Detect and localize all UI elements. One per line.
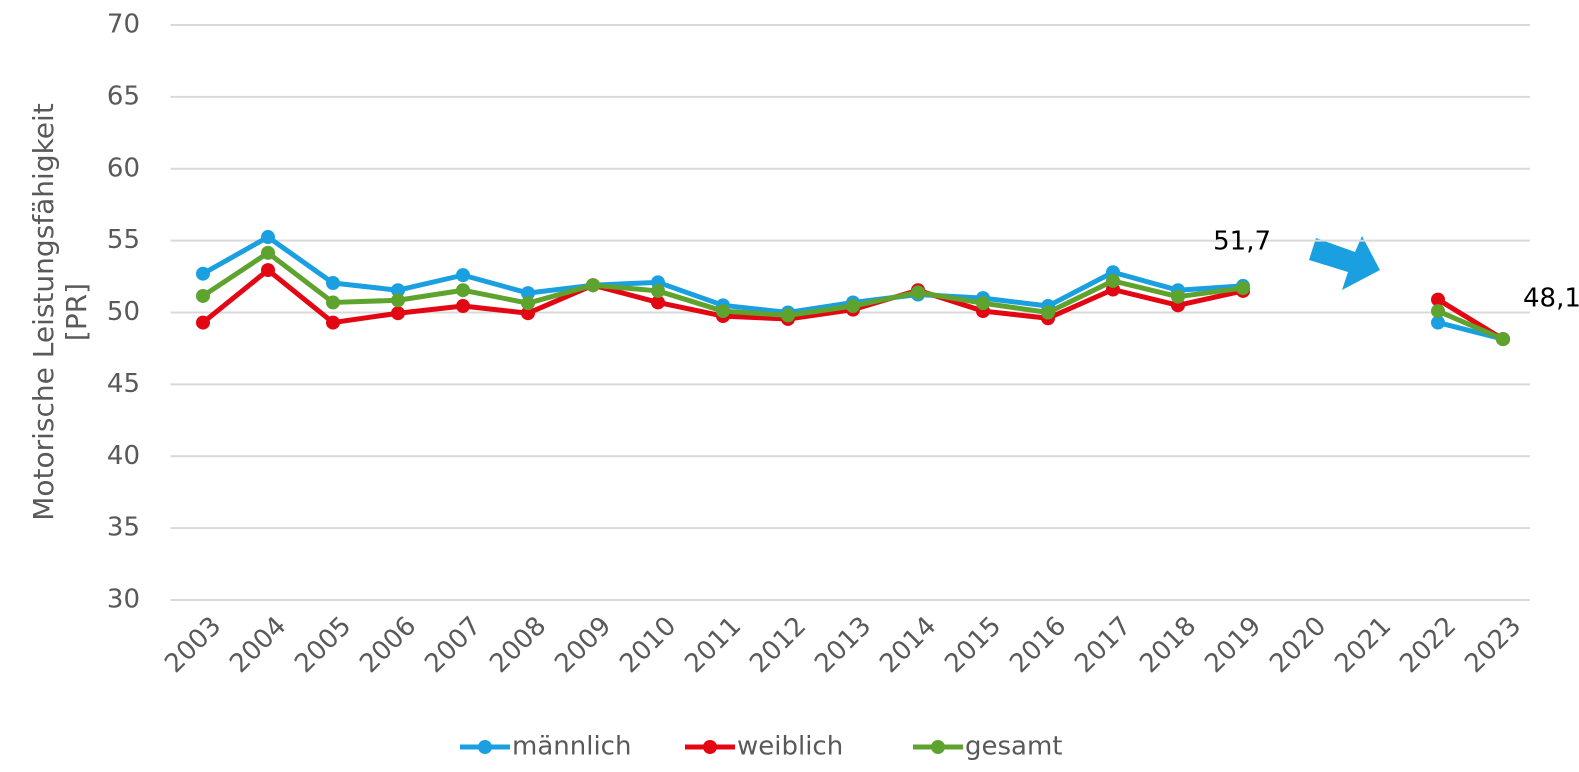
series-marker bbox=[456, 299, 470, 314]
x-tick-label: 2022 bbox=[1394, 611, 1462, 679]
legend-item: gesamt bbox=[913, 732, 1063, 762]
x-tick-label: 2015 bbox=[939, 611, 1007, 679]
x-tick-label: 2016 bbox=[1004, 611, 1072, 679]
series-marker bbox=[1106, 273, 1120, 288]
x-tick-label: 2003 bbox=[159, 611, 227, 679]
series-marker bbox=[196, 288, 210, 303]
legend-marker bbox=[703, 740, 717, 754]
series-marker bbox=[1171, 289, 1185, 304]
legend-label: weiblich bbox=[737, 732, 843, 762]
x-tick-label: 2005 bbox=[289, 611, 357, 679]
x-tick-label: 2023 bbox=[1459, 611, 1527, 679]
y-tick-label: 30 bbox=[107, 585, 140, 615]
y-axis-title: Motorische Leistungsfähigkeit bbox=[27, 103, 60, 521]
y-tick-label: 50 bbox=[107, 297, 140, 327]
series-marker bbox=[196, 266, 210, 281]
x-tick-label: 2007 bbox=[419, 611, 487, 679]
series-marker bbox=[1236, 281, 1250, 296]
series-marker bbox=[521, 296, 535, 311]
x-tick-label: 2017 bbox=[1069, 611, 1137, 679]
series-marker bbox=[521, 306, 535, 321]
series-marker bbox=[391, 306, 405, 321]
series-marker bbox=[261, 245, 275, 260]
y-tick-label: 35 bbox=[107, 513, 140, 543]
series-marker bbox=[976, 296, 990, 311]
series-marker bbox=[651, 283, 665, 298]
x-tick-label: 2012 bbox=[744, 611, 812, 679]
x-tick-label: 2014 bbox=[874, 611, 942, 679]
x-tick-label: 2008 bbox=[484, 611, 552, 679]
x-tick-label: 2010 bbox=[614, 611, 682, 679]
series-marker bbox=[196, 315, 210, 330]
legend-item: weiblich bbox=[685, 732, 843, 762]
series-marker bbox=[326, 295, 340, 310]
legend-marker bbox=[478, 740, 492, 754]
series-marker bbox=[261, 230, 275, 245]
series-marker bbox=[326, 276, 340, 291]
y-tick-label: 45 bbox=[107, 369, 140, 399]
data-label: 48,15 bbox=[1523, 284, 1579, 314]
y-tick-label: 60 bbox=[107, 153, 140, 183]
y-axis-title: [PR] bbox=[60, 283, 93, 341]
legend-label: männlich bbox=[512, 732, 631, 762]
y-tick-label: 40 bbox=[107, 441, 140, 471]
series-marker bbox=[456, 268, 470, 283]
series-marker bbox=[586, 278, 600, 293]
series-marker bbox=[1431, 292, 1445, 307]
series-marker bbox=[651, 295, 665, 310]
x-tick-label: 2009 bbox=[549, 611, 617, 679]
series-marker bbox=[781, 308, 795, 323]
series-marker bbox=[846, 299, 860, 314]
series-marker bbox=[391, 283, 405, 298]
series-marker bbox=[521, 286, 535, 301]
x-tick-label: 2004 bbox=[224, 611, 292, 679]
y-tick-label: 65 bbox=[107, 81, 140, 111]
legend-label: gesamt bbox=[965, 732, 1063, 762]
x-tick-label: 2018 bbox=[1134, 611, 1202, 679]
series-marker bbox=[1041, 305, 1055, 320]
series-marker bbox=[716, 304, 730, 319]
series-marker bbox=[1496, 332, 1510, 347]
series-marker bbox=[456, 283, 470, 298]
x-tick-label: 2006 bbox=[354, 611, 422, 679]
legend-marker bbox=[931, 740, 945, 754]
y-tick-label: 55 bbox=[107, 225, 140, 255]
series-marker bbox=[391, 293, 405, 308]
series-marker bbox=[911, 285, 925, 300]
y-tick-label: 70 bbox=[107, 10, 140, 40]
x-tick-label: 2011 bbox=[679, 611, 747, 679]
data-label: 51,7 bbox=[1213, 227, 1271, 257]
series-marker bbox=[1431, 315, 1445, 330]
x-tick-label: 2020 bbox=[1264, 611, 1332, 679]
series-marker bbox=[1431, 304, 1445, 319]
series-marker bbox=[326, 315, 340, 330]
trend-arrow bbox=[1309, 236, 1380, 290]
x-tick-label: 2019 bbox=[1199, 611, 1267, 679]
x-tick-label: 2013 bbox=[809, 611, 877, 679]
legend-item: männlich bbox=[460, 732, 631, 762]
x-tick-label: 2021 bbox=[1329, 611, 1397, 679]
series-marker bbox=[261, 263, 275, 278]
